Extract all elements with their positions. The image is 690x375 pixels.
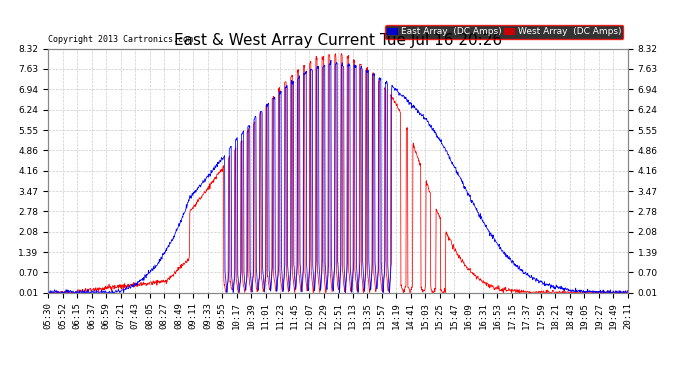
Title: East & West Array Current Tue Jul 16 20:26: East & West Array Current Tue Jul 16 20:… [174, 33, 502, 48]
Text: Copyright 2013 Cartronics.com: Copyright 2013 Cartronics.com [48, 35, 193, 44]
Legend: East Array  (DC Amps), West Array  (DC Amps): East Array (DC Amps), West Array (DC Amp… [385, 25, 623, 39]
